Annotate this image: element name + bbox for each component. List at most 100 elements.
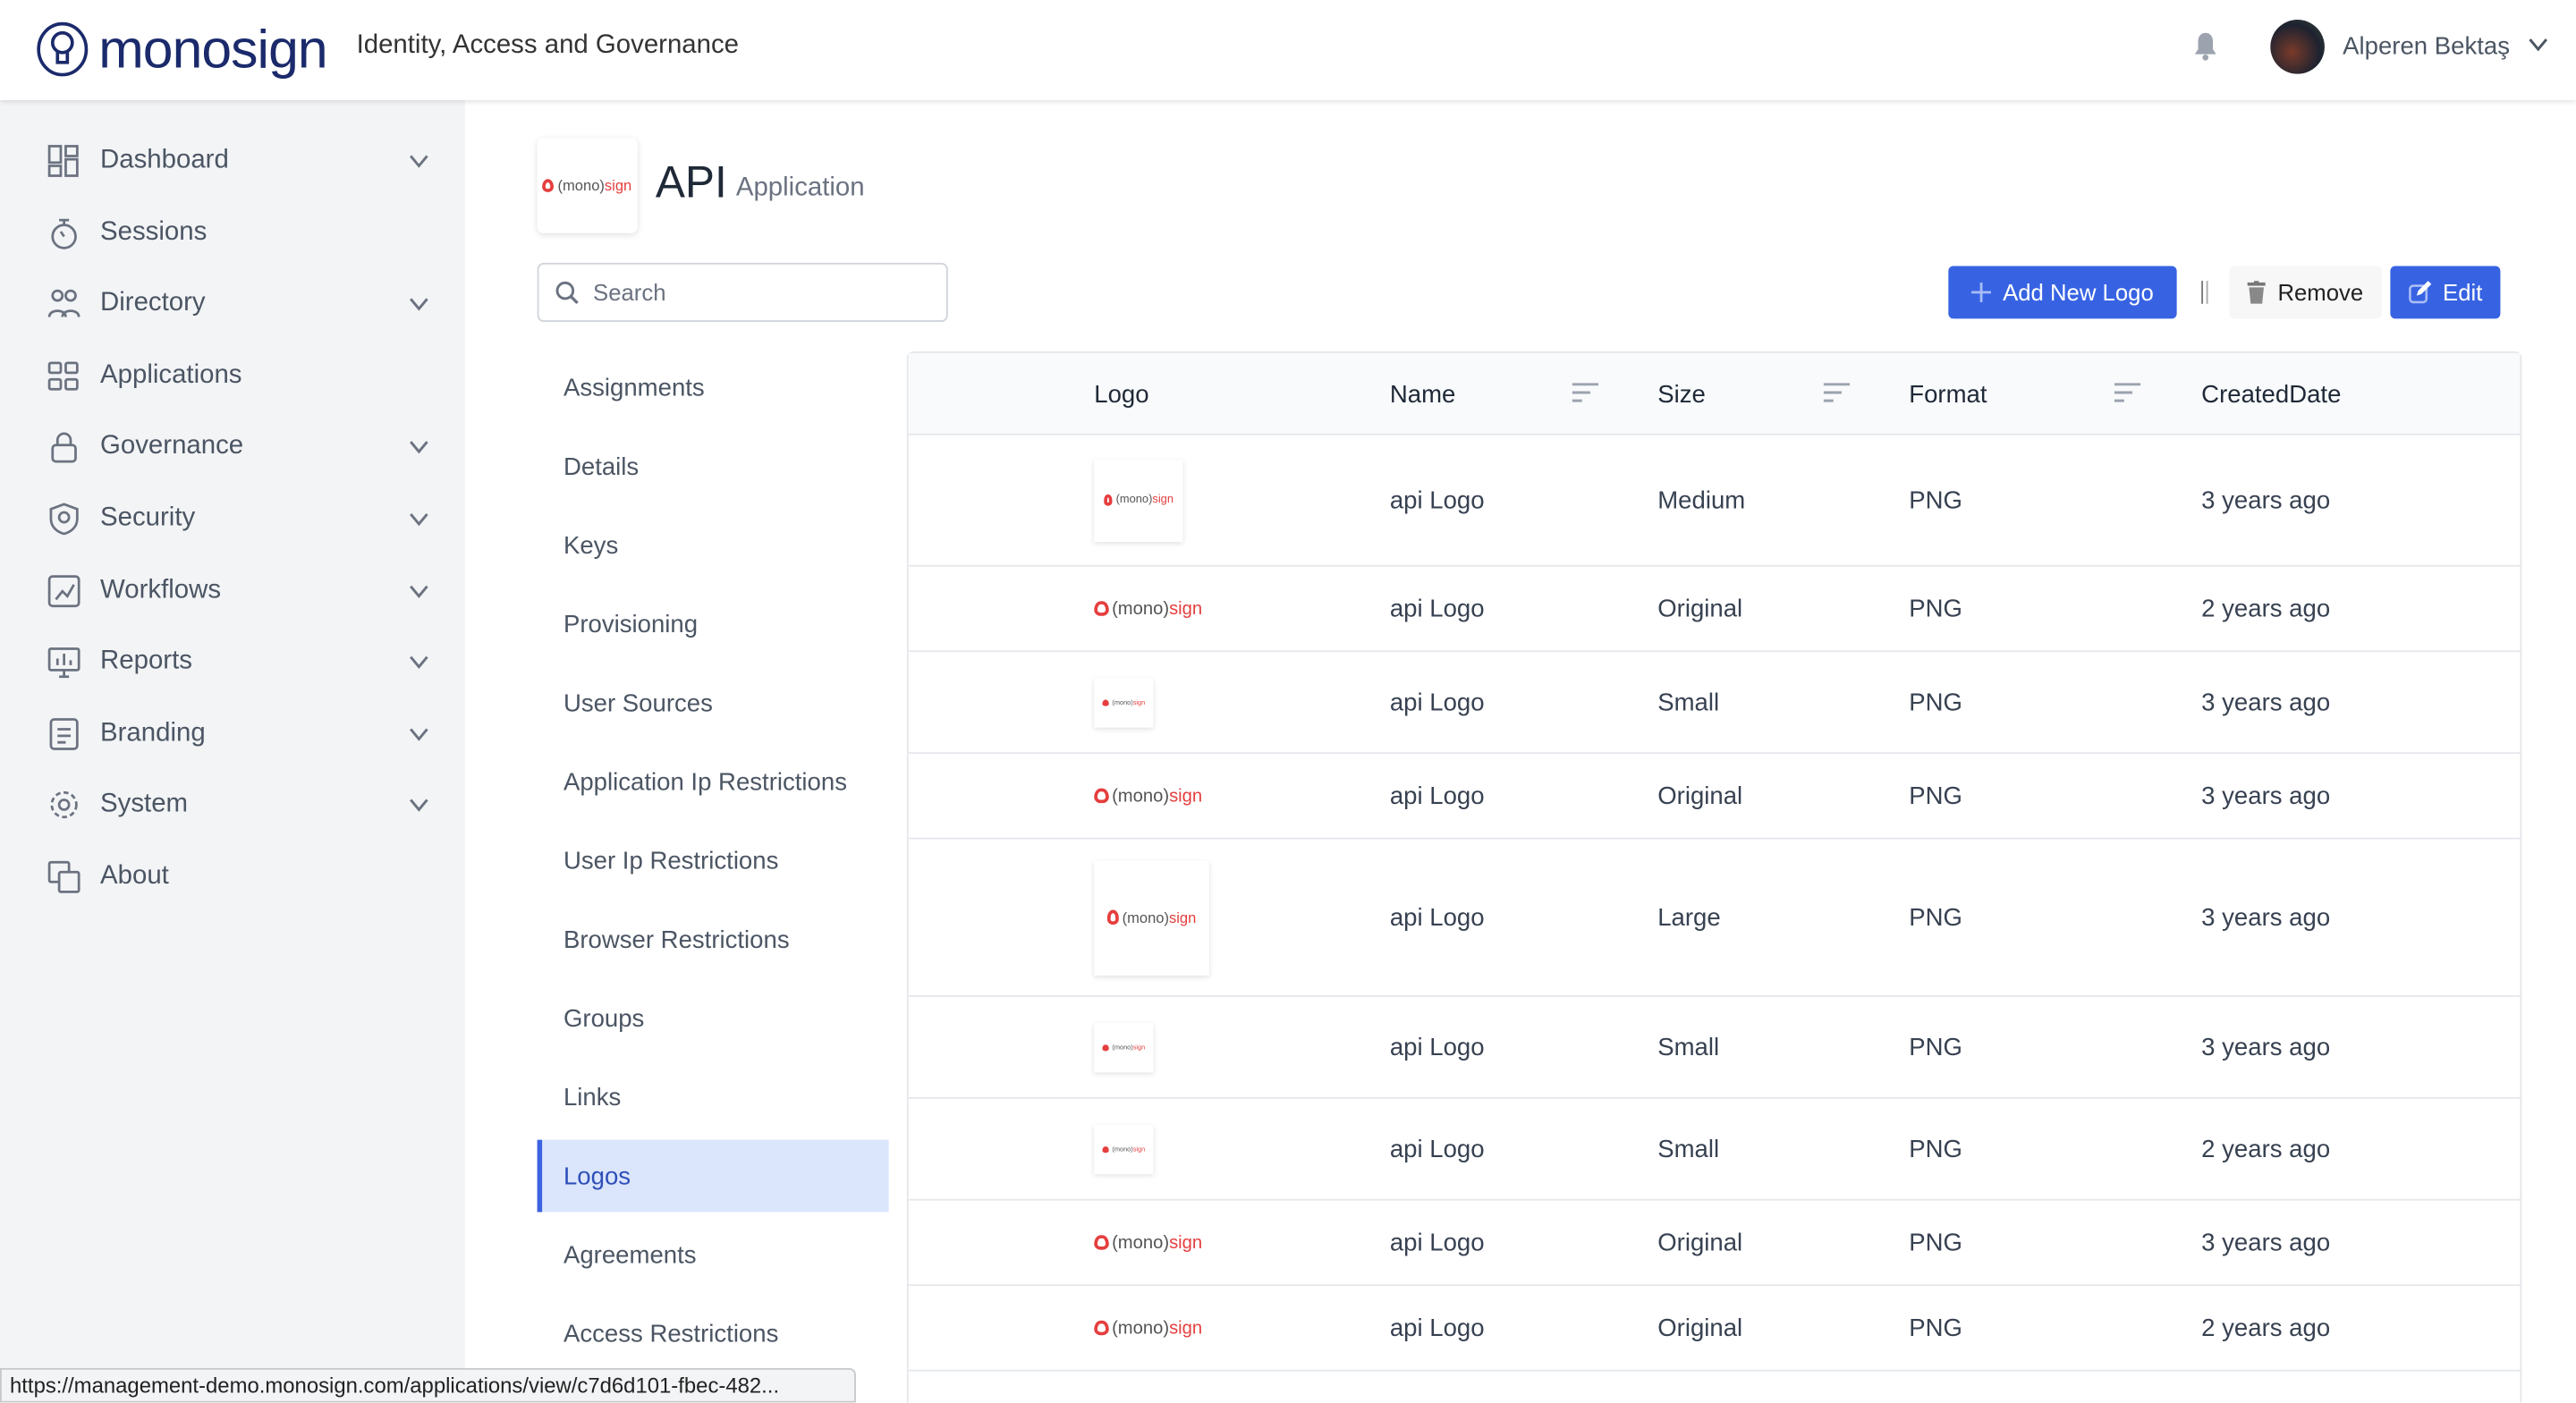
cell-name: api Logo — [1389, 486, 1485, 514]
column-header-size[interactable]: Size — [1657, 381, 1706, 410]
cell-name: api Logo — [1389, 594, 1485, 623]
cell-created-date: 3 years ago — [2201, 1228, 2331, 1257]
logo-thumbnail[interactable]: (mono) sign — [1094, 1318, 1202, 1338]
subnav-item-application-ip-restrictions[interactable]: Application Ip Restrictions — [563, 767, 847, 796]
table-row[interactable]: (mono) sign api Logo Original PNG 2 years ago — [908, 567, 2521, 653]
branding-icon — [49, 717, 79, 750]
sidebar-item-about[interactable]: About — [46, 852, 440, 901]
table-row[interactable]: (mono) sign api Logo Small PNG 2 years ago — [908, 1099, 2521, 1201]
cell-name: api Logo — [1389, 1135, 1485, 1163]
sidebar-item-label: About — [100, 862, 169, 891]
subnav-item-details[interactable]: Details — [563, 452, 640, 481]
logo-thumbnail[interactable]: (mono) sign — [1094, 859, 1209, 976]
sidebar-item-sessions[interactable]: Sessions — [46, 208, 440, 258]
subnav-item-logos[interactable]: Logos — [537, 1139, 889, 1213]
logo-thumbnail[interactable]: (mono) sign — [1094, 1124, 1154, 1174]
table-row[interactable]: (mono) sign api Logo Medium PNG 3 years ago — [908, 435, 2521, 567]
cell-name: api Logo — [1389, 1314, 1485, 1342]
sidebar-item-applications[interactable]: Applications — [46, 351, 440, 401]
logo-thumbnail[interactable]: (mono) sign — [1094, 459, 1183, 542]
logos-table: Logo Name Size Format CreatedDate (mono)… — [906, 351, 2522, 1403]
sidebar-item-system[interactable]: System — [46, 781, 440, 830]
sort-icon[interactable] — [1572, 383, 1599, 402]
logo-thumbnail[interactable]: (mono) sign — [1094, 598, 1202, 619]
table-row[interactable]: (mono) sign api Logo Small PNG 3 years ago — [908, 652, 2521, 755]
user-avatar[interactable] — [2270, 20, 2325, 74]
cell-size: Small — [1657, 688, 1720, 716]
sidebar-item-label: Workflows — [100, 575, 222, 604]
cell-format: PNG — [1909, 1033, 1962, 1061]
chevron-down-icon[interactable] — [408, 508, 431, 531]
chevron-down-icon[interactable] — [2527, 33, 2550, 56]
search-field[interactable] — [593, 279, 922, 306]
chevron-down-icon[interactable] — [408, 292, 431, 316]
sort-icon[interactable] — [1823, 383, 1851, 402]
logo-thumbnail[interactable]: (mono) sign — [1094, 1232, 1202, 1252]
sidebar-item-directory[interactable]: Directory — [46, 280, 440, 329]
sidebar-item-governance[interactable]: Governance — [46, 423, 440, 472]
cell-format: PNG — [1909, 782, 1962, 810]
chevron-down-icon[interactable] — [408, 435, 431, 459]
subnav-item-agreements[interactable]: Agreements — [563, 1240, 697, 1269]
column-header-format[interactable]: Format — [1909, 381, 1987, 410]
sidebar-item-label: Security — [100, 503, 196, 533]
sidebar-item-reports[interactable]: Reports — [46, 638, 440, 687]
subnav-item-user-sources[interactable]: User Sources — [563, 689, 713, 717]
table-header: Logo Name Size Format CreatedDate — [908, 352, 2521, 435]
edit-label: Edit — [2443, 279, 2483, 306]
chevron-down-icon[interactable] — [408, 149, 431, 173]
sidebar-item-workflows[interactable]: Workflows — [46, 566, 440, 615]
table-row[interactable]: (mono) sign api Logo Original PNG 2 years ago — [908, 1286, 2521, 1372]
cell-format: PNG — [1909, 594, 1962, 623]
about-icon — [47, 860, 80, 893]
brand-name: monosign — [98, 18, 327, 80]
brand-logo[interactable]: monosign — [36, 18, 328, 80]
sidebar-item-dashboard[interactable]: Dashboard — [46, 136, 440, 185]
add-new-logo-button[interactable]: Add New Logo — [1948, 266, 2177, 319]
sidebar-item-security[interactable]: Security — [46, 494, 440, 544]
search-input[interactable] — [537, 262, 948, 322]
cell-name: api Logo — [1389, 782, 1485, 810]
cell-format: PNG — [1909, 688, 1962, 716]
tagline: Identity, Access and Governance — [356, 30, 740, 60]
edit-button[interactable]: Edit — [2390, 266, 2501, 319]
subnav-item-browser-restrictions[interactable]: Browser Restrictions — [563, 925, 790, 954]
column-header-logo: Logo — [1094, 381, 1149, 410]
sidebar-item-branding[interactable]: Branding — [46, 709, 440, 758]
chevron-down-icon[interactable] — [408, 651, 431, 674]
subnav-item-links[interactable]: Links — [563, 1083, 622, 1111]
chevron-down-icon[interactable] — [408, 723, 431, 746]
cell-name: api Logo — [1389, 1228, 1485, 1257]
subnav-item-keys[interactable]: Keys — [563, 531, 619, 560]
subnav-item-provisioning[interactable]: Provisioning — [563, 610, 699, 638]
column-header-name[interactable]: Name — [1389, 381, 1456, 410]
column-header-createddate: CreatedDate — [2201, 381, 2342, 410]
cell-format: PNG — [1909, 486, 1962, 514]
user-name[interactable]: Alperen Bektaş — [2343, 32, 2510, 61]
logo-thumbnail[interactable]: (mono) sign — [1094, 786, 1202, 806]
table-row[interactable]: (mono) sign api Logo Small PNG 3 years ago — [908, 997, 2521, 1099]
table-row[interactable]: (mono) sign api Logo Large PNG 3 years ago — [908, 840, 2521, 997]
subnav-item-user-ip-restrictions[interactable]: User Ip Restrictions — [563, 846, 779, 875]
chevron-down-icon[interactable] — [408, 794, 431, 817]
remove-button[interactable]: Remove — [2229, 266, 2383, 319]
chevron-down-icon[interactable] — [408, 579, 431, 603]
cell-format: PNG — [1909, 903, 1962, 932]
cell-created-date: 2 years ago — [2201, 1314, 2331, 1342]
cell-size: Original — [1657, 594, 1743, 623]
dashboard-icon — [47, 145, 79, 177]
subnav-item-assignments[interactable]: Assignments — [563, 373, 705, 402]
subnav-item-access-restrictions[interactable]: Access Restrictions — [563, 1319, 779, 1348]
users-icon — [47, 290, 80, 318]
logo-thumbnail[interactable]: (mono) sign — [1094, 677, 1154, 727]
table-row[interactable]: (mono) sign api Logo Original PNG 3 years ago — [908, 1201, 2521, 1287]
subnav-item-groups[interactable]: Groups — [563, 1004, 645, 1033]
notification-bell-icon[interactable] — [2191, 31, 2219, 61]
cell-created-date: 3 years ago — [2201, 903, 2331, 932]
table-row[interactable]: (mono) sign api Logo Original PNG 3 years ago — [908, 754, 2521, 840]
search-icon — [555, 280, 579, 304]
sidebar-item-label: Sessions — [100, 217, 208, 246]
sidebar-item-label: Reports — [100, 647, 192, 676]
sort-icon[interactable] — [2114, 383, 2141, 402]
logo-thumbnail[interactable]: (mono) sign — [1094, 1022, 1154, 1072]
